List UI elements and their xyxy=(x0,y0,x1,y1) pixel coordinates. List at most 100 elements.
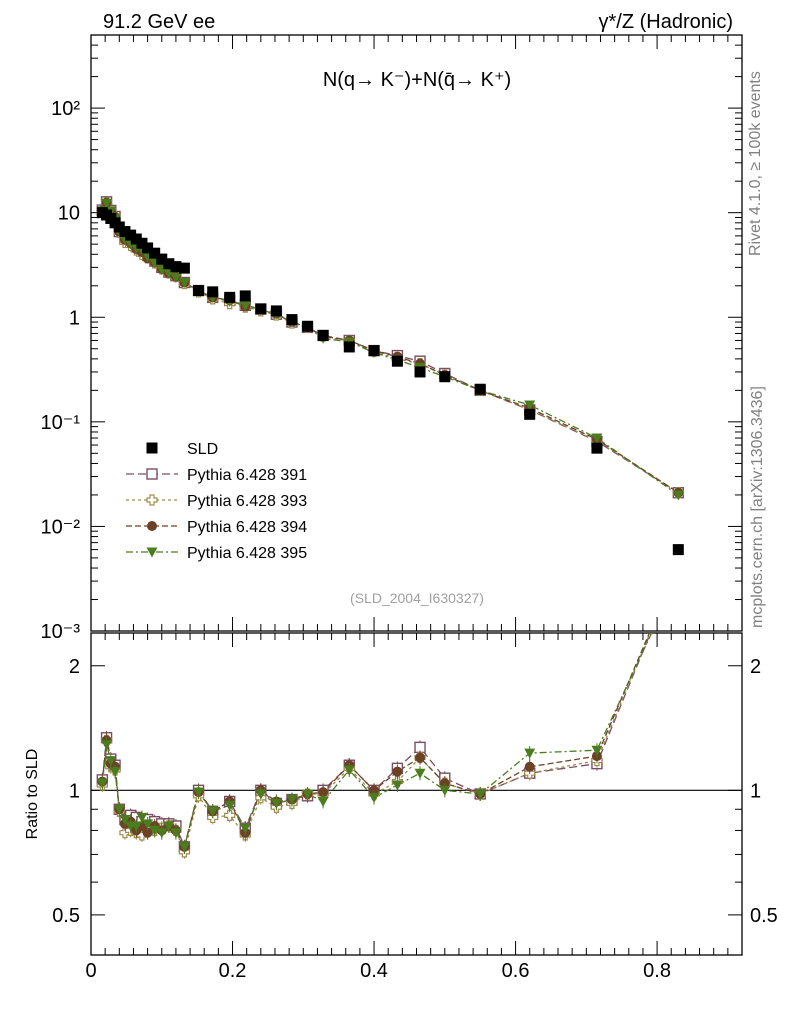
ratio-series-lines xyxy=(101,633,653,855)
ratio-point xyxy=(119,815,131,826)
main-frame xyxy=(90,34,743,632)
y-tick-label: 10⁻² xyxy=(41,516,81,538)
main-panel: N(q→ K⁻)+N(q̄→ K⁺) (SLD_2004_I630327) 10… xyxy=(41,34,743,643)
main-series-marks xyxy=(96,196,685,556)
data-point xyxy=(368,345,380,357)
ratio-axis-ticks: 0.5 0.5 1 1 2 2 0 0.2 0.4 0.6 0.8 xyxy=(52,633,778,982)
y-tick-label: 10² xyxy=(51,98,80,120)
main-axis-ticks: 10⁻³ 10⁻² 10⁻¹ 1 10 10² xyxy=(41,34,742,643)
ratio-point xyxy=(224,809,236,821)
ratio-point xyxy=(524,748,536,759)
legend: SLD Pythia 6.428 391 Pythia 6.428 393 Pythi… xyxy=(126,441,307,562)
ratio-point xyxy=(343,765,355,776)
ratio-panel: Ratio to SLD 0.5 0.5 1 1 2 2 0 0.2 0.4 0.6 0.8 xyxy=(24,560,778,982)
legend-marker xyxy=(146,442,158,454)
ratio-point xyxy=(142,819,154,830)
ratio-point xyxy=(439,778,450,789)
ratio-point xyxy=(96,778,108,789)
data-point xyxy=(343,341,355,353)
ratio-point xyxy=(105,756,117,767)
x-tick-label: 0.4 xyxy=(360,960,388,982)
data-point xyxy=(439,371,451,383)
y-tick-label: 10⁻¹ xyxy=(41,412,81,434)
ratio-point xyxy=(673,560,683,570)
ratio-point xyxy=(673,571,684,581)
data-point xyxy=(178,277,190,288)
ratio-y-tick-label: 1 xyxy=(69,780,80,802)
ratio-point xyxy=(170,828,182,839)
legend-marker xyxy=(146,468,158,480)
legend-label: SLD xyxy=(187,441,218,458)
data-point xyxy=(672,490,684,501)
ratio-point xyxy=(474,789,486,800)
data-point xyxy=(136,237,148,249)
ratio-point xyxy=(524,761,535,772)
data-point xyxy=(391,355,403,367)
ratio-point xyxy=(368,793,380,804)
data-point xyxy=(170,272,182,283)
legend-marker xyxy=(146,494,158,506)
data-point xyxy=(239,300,251,311)
data-point xyxy=(193,285,205,297)
data-point xyxy=(302,320,314,332)
legend-label: Pythia 6.428 391 xyxy=(187,467,307,484)
ratio-point xyxy=(673,560,683,570)
data-point xyxy=(113,221,125,233)
ratio-point xyxy=(414,768,426,779)
data-point xyxy=(591,433,603,444)
data-point xyxy=(524,408,536,420)
ratio-series-marks xyxy=(96,560,684,859)
rivet-version-label: Rivet 4.1.0, ≥ 100k events xyxy=(747,71,764,256)
data-point xyxy=(524,400,536,411)
data-point xyxy=(149,247,161,259)
ratio-point xyxy=(286,795,298,806)
data-point xyxy=(239,290,251,302)
ratio-point xyxy=(207,806,219,817)
energy-label: 91.2 GeV ee xyxy=(103,11,215,33)
ratio-point xyxy=(239,823,251,834)
ratio-point xyxy=(109,767,121,778)
data-point xyxy=(255,303,267,315)
ratio-y-axis-label: Ratio to SLD xyxy=(24,749,41,840)
data-point xyxy=(474,383,486,395)
ratio-point xyxy=(439,785,451,796)
data-point xyxy=(207,286,219,298)
ratio-line-1 xyxy=(101,633,651,855)
ratio-y-tick-label: 0.5 xyxy=(52,905,80,927)
ratio-point xyxy=(415,752,426,763)
ratio-point xyxy=(369,785,380,796)
data-point xyxy=(224,291,236,303)
ratio-point xyxy=(178,842,190,853)
legend-marker xyxy=(146,547,158,558)
ratio-point xyxy=(392,766,403,777)
data-point xyxy=(178,262,190,274)
ratio-point xyxy=(101,740,113,751)
ratio-point xyxy=(113,804,125,815)
data-point xyxy=(119,226,131,238)
ratio-point xyxy=(318,787,329,798)
data-point xyxy=(156,253,168,265)
ratio-point xyxy=(142,827,153,838)
ratio-point xyxy=(163,821,175,832)
ratio-y-tick-label: 2 xyxy=(69,656,80,678)
data-point xyxy=(101,198,113,209)
mcplots-label: mcplots.cern.ch [arXiv:1306.3436] xyxy=(749,386,766,628)
ratio-point xyxy=(270,798,282,809)
data-point xyxy=(286,314,298,326)
ratio-y-tick-label-right: 0.5 xyxy=(750,905,778,927)
data-point xyxy=(130,233,142,245)
ratio-line-2 xyxy=(101,633,651,849)
x-tick-label: 0.6 xyxy=(502,960,530,982)
data-point xyxy=(317,329,329,341)
process-label: γ*/Z (Hadronic) xyxy=(599,11,733,33)
legend-label: Pythia 6.428 395 xyxy=(187,545,307,562)
data-point xyxy=(591,442,603,454)
x-tick-label: 0.8 xyxy=(643,960,671,982)
ratio-point xyxy=(673,560,683,570)
ratio-point xyxy=(255,789,267,800)
data-point xyxy=(142,242,154,254)
ratio-point xyxy=(130,821,142,832)
y-tick-label: 10⁻³ xyxy=(41,621,81,643)
legend-marker xyxy=(147,521,157,531)
